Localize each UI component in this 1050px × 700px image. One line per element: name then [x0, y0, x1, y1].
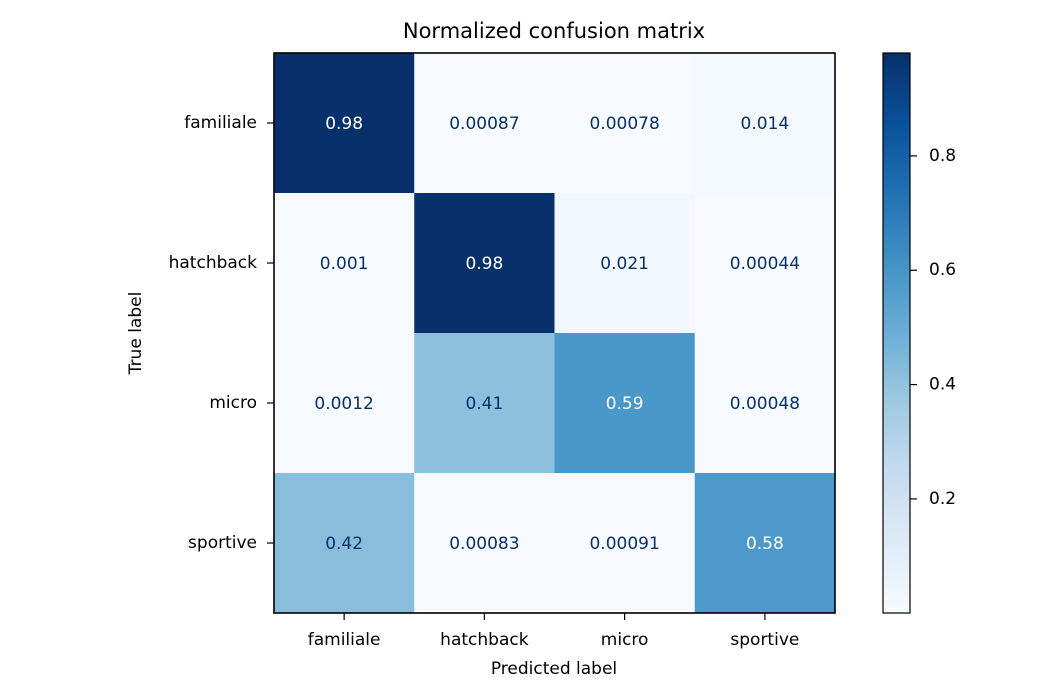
cell-value-label: 0.021 [600, 254, 649, 274]
y-axis-label: True label [126, 292, 146, 376]
y-tick-label: micro [209, 393, 257, 413]
cell-value-label: 0.58 [746, 534, 784, 554]
cell-value-label: 0.00087 [449, 114, 519, 134]
heatmap-cell [554, 193, 696, 334]
heatmap-cell-labels: 0.98 0.00087 0.00078 0.014 0.001 0.98 0.021 0.0… [314, 114, 800, 554]
heatmap-cell [414, 473, 555, 614]
x-tick-label: familiale [308, 630, 381, 650]
y-axis: familiale hatchback micro sportive [169, 113, 274, 553]
colorbar-tick-label: 0.4 [929, 375, 956, 395]
heatmap-cell [554, 333, 696, 474]
cell-value-label: 0.00044 [730, 254, 800, 274]
chart-title: Normalized confusion matrix [403, 19, 705, 43]
x-tick-label: micro [601, 630, 649, 650]
colorbar-gradient [882, 52, 911, 614]
cell-value-label: 0.98 [465, 254, 503, 274]
heatmap-cell [414, 333, 555, 474]
colorbar-tick-label: 0.2 [929, 489, 956, 509]
cell-value-label: 0.41 [465, 394, 503, 414]
heatmap-cell [274, 473, 415, 614]
heatmap-cell [694, 53, 836, 194]
x-axis-label: Predicted label [491, 659, 617, 679]
heatmap-cell [414, 53, 555, 194]
cell-value-label: 0.00048 [730, 394, 800, 414]
heatmap-cells [274, 53, 836, 614]
heatmap-cell [414, 193, 555, 334]
heatmap-cell [554, 53, 696, 194]
y-tick-label: hatchback [169, 253, 258, 273]
plot-frame [273, 52, 836, 614]
heatmap-cell [694, 333, 836, 474]
cell-value-label: 0.59 [606, 394, 644, 414]
cell-value-label: 0.98 [325, 114, 363, 134]
cell-value-label: 0.00091 [589, 534, 659, 554]
y-tick-label: sportive [188, 533, 257, 553]
x-tick-label: hatchback [440, 630, 529, 650]
colorbar-ticks: 0.2 0.4 0.6 0.8 [910, 146, 956, 509]
heatmap-cell [274, 333, 415, 474]
colorbar-tick-label: 0.6 [929, 260, 956, 280]
cell-value-label: 0.001 [320, 254, 369, 274]
heatmap-cell [274, 53, 415, 194]
x-tick-label: sportive [730, 630, 799, 650]
cell-value-label: 0.42 [325, 534, 363, 554]
cell-value-label: 0.00083 [449, 534, 519, 554]
cell-value-label: 0.0012 [314, 394, 373, 414]
colorbar: 0.2 0.4 0.6 0.8 [882, 52, 956, 614]
x-axis: familiale hatchback micro sportive [308, 613, 799, 650]
heatmap-cell [694, 193, 836, 334]
colorbar-tick-label: 0.8 [929, 146, 956, 166]
heatmap-cell [554, 473, 696, 614]
y-tick-label: familiale [184, 113, 257, 133]
heatmap-cell [274, 193, 415, 334]
heatmap-cell [694, 473, 836, 614]
cell-value-label: 0.014 [741, 114, 790, 134]
cell-value-label: 0.00078 [589, 114, 659, 134]
